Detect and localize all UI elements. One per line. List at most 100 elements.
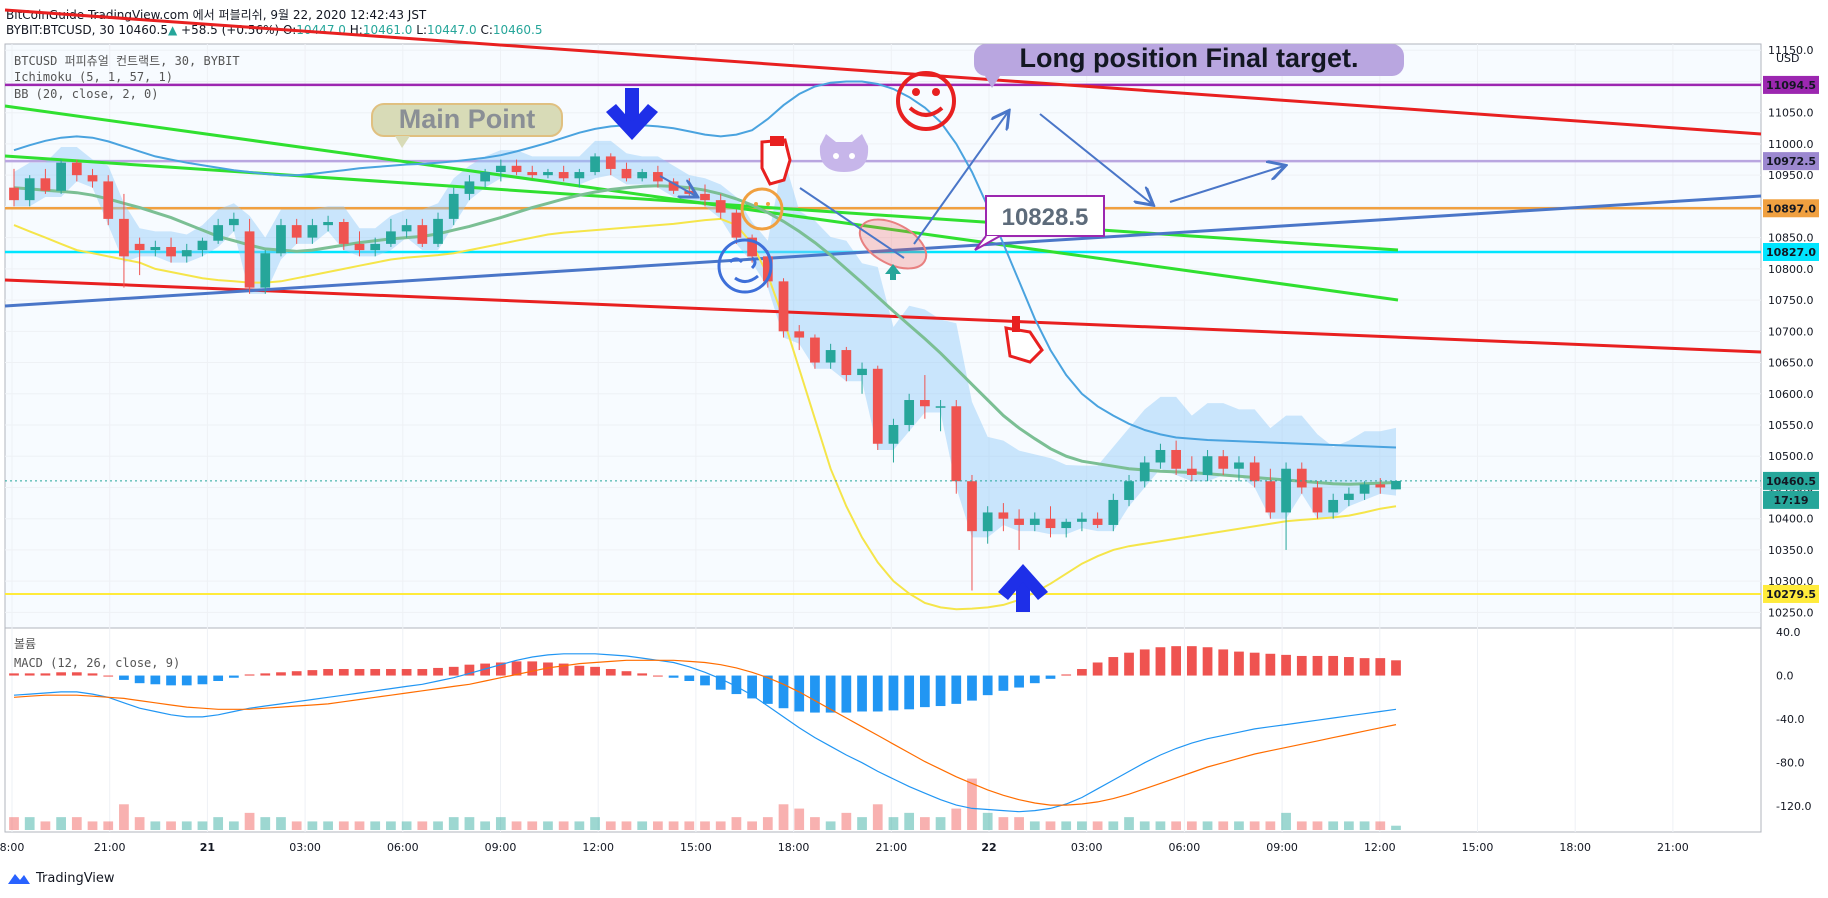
x-tick-label: 21:00 [875, 841, 907, 854]
histogram-bar [904, 675, 915, 710]
histogram-bar [134, 675, 145, 684]
price-callout: 10828.5 [974, 195, 1105, 251]
candle-body [56, 162, 66, 191]
volume-bar [1375, 821, 1386, 830]
y-tick-label: 10500.0 [1768, 450, 1814, 463]
histogram-bar [181, 675, 192, 686]
candle-body [40, 178, 51, 191]
candle-body [480, 172, 491, 182]
candle-body [181, 250, 192, 257]
price-label-box [1763, 75, 1819, 94]
price-label-box [1763, 471, 1819, 490]
volume-bar [1344, 821, 1354, 830]
candle-body [590, 156, 600, 173]
candle-body [1265, 481, 1276, 513]
price-label-box [1763, 490, 1819, 509]
x-tick-label: 12:00 [1364, 841, 1396, 854]
volume-bar [1359, 821, 1370, 830]
candle-body [495, 165, 506, 173]
volume-bar [731, 817, 742, 830]
histogram-bar [40, 673, 51, 676]
volume-bar [307, 821, 318, 830]
volume-bar [511, 821, 522, 830]
candle-body [1281, 468, 1291, 513]
histogram-bar [1186, 646, 1197, 676]
histogram-bar [731, 675, 742, 695]
price-pane[interactable] [4, 43, 1762, 629]
candle-body [621, 168, 632, 179]
tradingview-logo-icon [8, 874, 30, 884]
svg-text:Main Point: Main Point [399, 104, 536, 134]
histogram-bar [951, 675, 962, 704]
histogram-bar [464, 664, 475, 676]
histogram-bar [653, 675, 663, 677]
y-tick-label: 11050.0 [1768, 107, 1814, 120]
volume-bar [1139, 821, 1150, 830]
volume-bar [841, 812, 852, 830]
macd-indicator [9, 646, 1401, 813]
footer-brand[interactable]: TradingView [36, 870, 115, 886]
volume-bar [1234, 821, 1244, 830]
x-tick-label: 03:00 [289, 841, 321, 854]
volume-bar [919, 817, 930, 830]
symbol: BYBIT:BTCUSD, 30 [6, 23, 115, 37]
volume-bar [244, 812, 255, 830]
histogram-bar [558, 663, 569, 676]
histogram-bar [590, 666, 600, 676]
price-label-text: 10897.0 [1766, 202, 1816, 215]
x-tick-label: 15:00 [1462, 841, 1494, 854]
volume-bar [1045, 821, 1056, 830]
volume-bar [684, 821, 695, 830]
candle-body [1092, 518, 1103, 525]
candle-body [668, 181, 679, 191]
volume-bar [590, 817, 600, 830]
price-label-box [1763, 199, 1819, 218]
close-label: C: [480, 23, 493, 37]
volume-bar [967, 778, 977, 830]
candle-body [71, 162, 82, 176]
volume-bar [1124, 817, 1134, 830]
histogram-bar [291, 671, 302, 676]
histogram-bar [668, 675, 679, 678]
histogram-bar [433, 667, 443, 676]
candle-body [1375, 484, 1386, 488]
grid [5, 44, 1761, 832]
histogram-bar [1077, 669, 1087, 676]
candle-body [1045, 518, 1056, 529]
candle-body [213, 225, 224, 241]
volume-bar [794, 808, 805, 830]
candle-body [794, 331, 805, 338]
price-label-text: 10460.5 [1766, 475, 1816, 488]
pointing-hand-icon [1004, 316, 1044, 364]
histogram-bar [684, 675, 695, 681]
x-tick-label: 12:00 [582, 841, 614, 854]
up-arrow-icon: ▲ [167, 23, 178, 37]
histogram-bar [810, 675, 820, 713]
histogram-bar [448, 666, 459, 676]
candle-body [464, 181, 475, 194]
candle-body [982, 512, 993, 532]
histogram-bar [197, 675, 208, 685]
candle-body [103, 181, 114, 219]
histogram-bar [1328, 655, 1339, 676]
volume-bar [888, 817, 899, 830]
x-tick-label: 18:00 [1559, 841, 1591, 854]
histogram-bar [605, 669, 616, 676]
candle-body [935, 406, 946, 408]
histogram-bar [778, 675, 789, 709]
histogram-bar [276, 672, 286, 676]
volume-bar [1312, 821, 1323, 830]
macd-pane[interactable] [4, 627, 1762, 833]
candle-body [433, 218, 443, 244]
y-tick-label: 10950.0 [1768, 169, 1814, 182]
volume-bar [71, 817, 82, 830]
candle-body [1218, 456, 1229, 469]
candle-body [1061, 521, 1072, 529]
path-arrows [659, 112, 1284, 259]
volume-bar [338, 821, 349, 830]
candle-body [1344, 493, 1354, 500]
x-tick-label: 21 [200, 841, 215, 854]
red-channel-top [4, 8, 1762, 136]
x-tick-label: 06:00 [387, 841, 419, 854]
